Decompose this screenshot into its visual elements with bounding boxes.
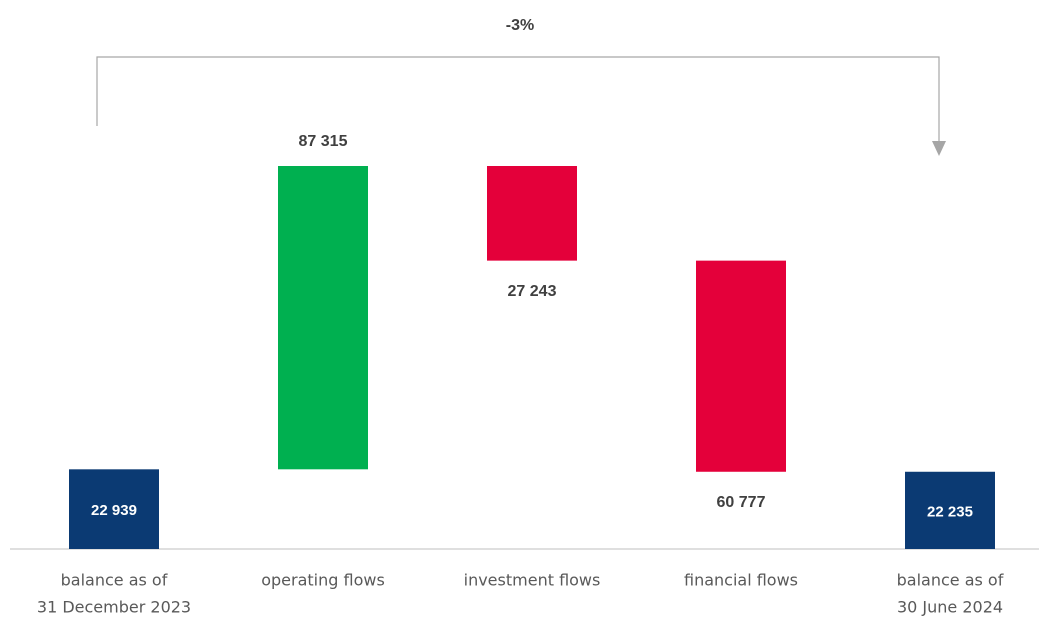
annotation: -3% [506,17,534,34]
x-tick-label: balance as of [61,571,168,590]
value-label: 22 939 [91,502,137,519]
x-tick-label: operating flows [261,571,385,590]
bar [278,166,368,470]
value-label: 22 235 [927,503,973,520]
x-tick-label: financial flows [684,571,798,590]
bar [69,469,159,549]
x-tick-label: investment flows [464,571,601,590]
bar [905,471,995,549]
x-tick-label: 31 December 2023 [37,598,191,617]
value-label: 60 777 [717,494,766,511]
value-label: 87 315 [299,133,348,150]
x-tick-label: 30 June 2024 [897,598,1003,617]
bracket [96,56,940,142]
x-tick-label: balance as of [897,571,1004,590]
value-label: 27 243 [508,283,557,300]
bar [696,260,786,472]
bar [487,166,577,261]
arrowhead [932,141,946,156]
